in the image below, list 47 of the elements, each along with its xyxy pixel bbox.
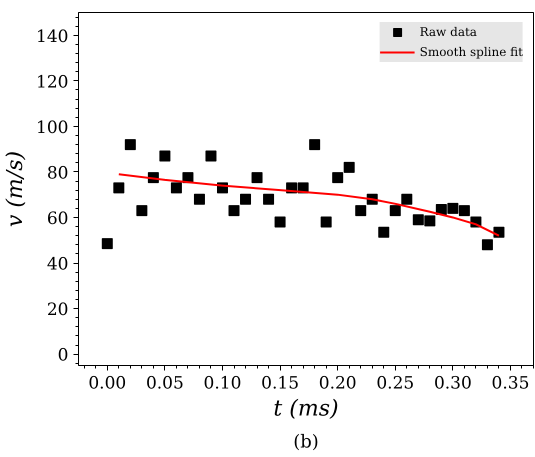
x-tick-label: 0.00 — [88, 374, 126, 394]
point — [102, 238, 113, 250]
point — [424, 215, 436, 226]
point — [401, 194, 412, 205]
y-tick-label: 140 — [36, 26, 69, 47]
point — [378, 226, 390, 238]
point — [482, 239, 493, 250]
point — [309, 139, 320, 150]
y-tick-label: 20 — [46, 300, 69, 320]
point — [194, 194, 205, 205]
y-axis-title: v (m/s) — [3, 150, 28, 228]
point — [320, 216, 332, 228]
point — [170, 182, 182, 194]
x-tick-label: 0.35 — [492, 374, 530, 394]
point — [447, 202, 458, 214]
point — [124, 139, 136, 150]
x-tick-label: 0.25 — [376, 374, 414, 394]
point — [458, 205, 470, 216]
y-tick-label: 80 — [46, 163, 69, 184]
y-tick-label: 120 — [36, 72, 69, 92]
x-tick-label: 0.10 — [204, 374, 242, 394]
point — [332, 172, 344, 184]
point — [228, 205, 240, 216]
point — [240, 194, 252, 205]
point — [390, 205, 401, 216]
point — [252, 172, 263, 184]
y-tick-label: 40 — [46, 254, 69, 275]
point — [355, 205, 366, 216]
legend-label: Raw data — [420, 25, 477, 39]
x-axis-title: t (ms) — [273, 396, 339, 422]
text: (b) — [293, 432, 319, 452]
y-tick-label: 100 — [36, 118, 69, 138]
x-tick-label: 0.20 — [318, 374, 357, 394]
point — [136, 205, 148, 216]
y-tick-label: 0 — [58, 346, 69, 366]
point — [274, 216, 286, 228]
point — [205, 150, 216, 162]
point — [412, 214, 424, 226]
legend-label: Smooth spline fit — [420, 45, 523, 59]
x-tick-label: 0.05 — [146, 374, 184, 394]
x-tick-label: 0.15 — [261, 374, 300, 394]
point — [344, 162, 355, 173]
y-tick-label: 60 — [46, 208, 69, 229]
point — [113, 182, 124, 194]
x-tick-label: 0.30 — [434, 374, 472, 394]
point — [263, 194, 274, 205]
point — [159, 150, 170, 162]
